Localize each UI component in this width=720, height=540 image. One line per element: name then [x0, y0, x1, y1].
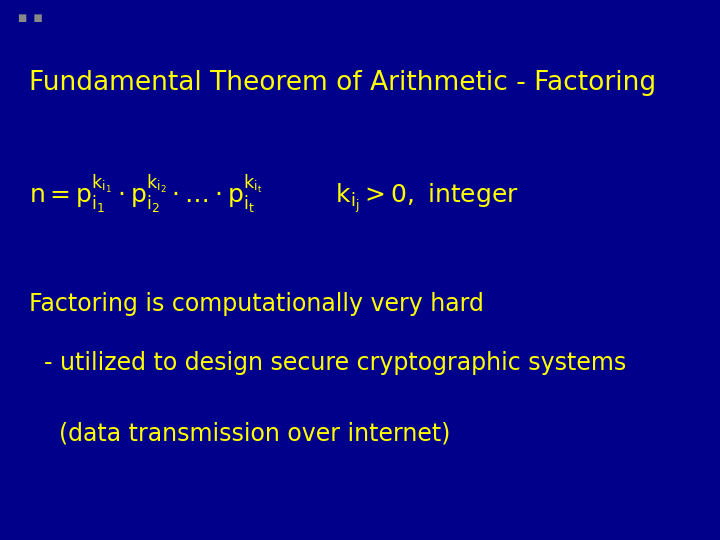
Text: (data transmission over internet): (data transmission over internet) [29, 421, 450, 445]
Text: ■  ■: ■ ■ [18, 14, 42, 24]
Text: Factoring is computationally very hard: Factoring is computationally very hard [29, 292, 484, 315]
Text: - utilized to design secure cryptographic systems: - utilized to design secure cryptographi… [29, 351, 626, 375]
Text: Fundamental Theorem of Arithmetic - Factoring: Fundamental Theorem of Arithmetic - Fact… [29, 70, 656, 96]
Text: $\mathrm{n = p_{i_1}^{k_{i_1}} \cdot p_{i_2}^{k_{i_2}} \cdot \ldots \cdot p_{i_t: $\mathrm{n = p_{i_1}^{k_{i_1}} \cdot p_{… [29, 173, 518, 216]
